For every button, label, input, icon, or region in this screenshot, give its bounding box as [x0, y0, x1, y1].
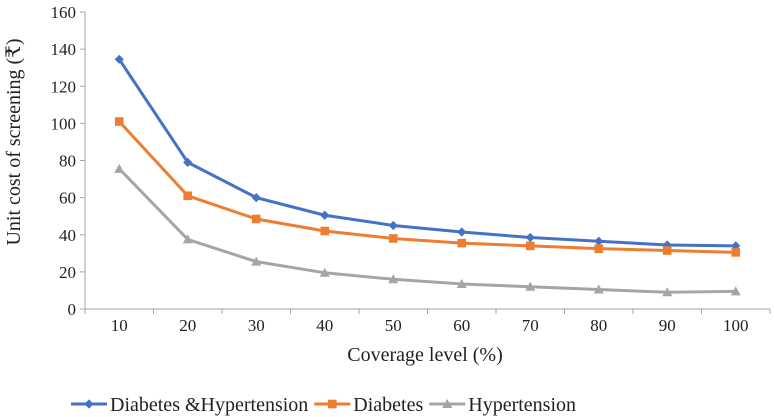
y-tick-label: 140: [51, 40, 77, 59]
data-point: [662, 287, 673, 297]
data-point: [388, 234, 398, 243]
series-diabetes: [114, 117, 741, 257]
data-point: [525, 241, 535, 251]
data-point: [183, 157, 193, 167]
data-point: [114, 117, 124, 126]
data-point: [731, 248, 741, 257]
x-tick-label: 70: [522, 316, 539, 335]
legend-label: Diabetes &Hypertension: [110, 394, 308, 416]
y-tick-label: 120: [51, 77, 77, 96]
data-point: [662, 246, 672, 255]
y-tick-label: 100: [51, 114, 77, 133]
x-tick-label: 90: [659, 316, 676, 335]
x-axis-ticks: 10 20 30 40 50 60 70 80 90 100: [84, 309, 771, 335]
data-point: [114, 54, 124, 64]
legend-item: Diabetes: [314, 394, 423, 416]
legend-marker: [327, 399, 337, 409]
data-point: [320, 210, 330, 220]
data-point: [183, 191, 193, 201]
data-point: [730, 286, 741, 296]
x-tick-label: 50: [385, 316, 402, 335]
legend-item: Hypertension: [429, 394, 576, 416]
x-tick-label: 30: [248, 316, 265, 335]
legend-label: Diabetes: [353, 394, 423, 416]
data-point: [456, 278, 467, 288]
legend-item: Diabetes &Hypertension: [71, 394, 308, 416]
data-point: [594, 244, 604, 253]
y-tick-label: 60: [59, 189, 76, 208]
x-tick-label: 40: [316, 316, 333, 335]
y-tick-label: 80: [59, 152, 76, 171]
data-point: [320, 226, 330, 236]
y-tick-label: 20: [59, 263, 76, 282]
y-tick-label: 0: [68, 300, 77, 319]
y-axis-ticks: 0 20 40 60 80 100 120 140 160: [51, 3, 85, 319]
legend-label: Hypertension: [468, 394, 576, 416]
x-tick-label: 80: [590, 316, 607, 335]
data-point: [525, 281, 536, 291]
data-point: [251, 256, 262, 266]
data-point: [525, 232, 535, 243]
x-tick-label: 10: [111, 316, 128, 335]
data-point: [457, 227, 467, 237]
x-tick-label: 100: [723, 316, 749, 335]
data-point: [594, 236, 604, 246]
data-point: [251, 214, 261, 224]
data-point: [114, 163, 125, 173]
data-point: [319, 267, 330, 277]
legend: Diabetes &Hypertension Diabetes Hypertensi…: [71, 394, 576, 416]
data-point: [457, 238, 467, 248]
data-point: [182, 234, 193, 244]
series: [114, 54, 741, 297]
series-line: [117, 167, 738, 294]
data-point: [388, 220, 398, 231]
series-diabetes-hypertension: [114, 54, 741, 251]
data-point: [251, 193, 261, 203]
legend-marker: [442, 399, 453, 408]
data-point: [593, 284, 604, 294]
series-line: [117, 57, 738, 248]
data-point: [388, 274, 399, 284]
series-hypertension: [114, 163, 741, 297]
x-tick-label: 60: [453, 316, 470, 335]
y-tick-label: 160: [51, 3, 77, 22]
y-axis-title: Unit cost of screening (₹): [3, 38, 25, 245]
x-tick-label: 20: [179, 316, 196, 335]
legend-marker: [84, 399, 94, 409]
y-tick-label: 40: [59, 226, 76, 245]
series-line: [117, 120, 738, 254]
x-axis-title: Coverage level (%): [347, 344, 502, 366]
